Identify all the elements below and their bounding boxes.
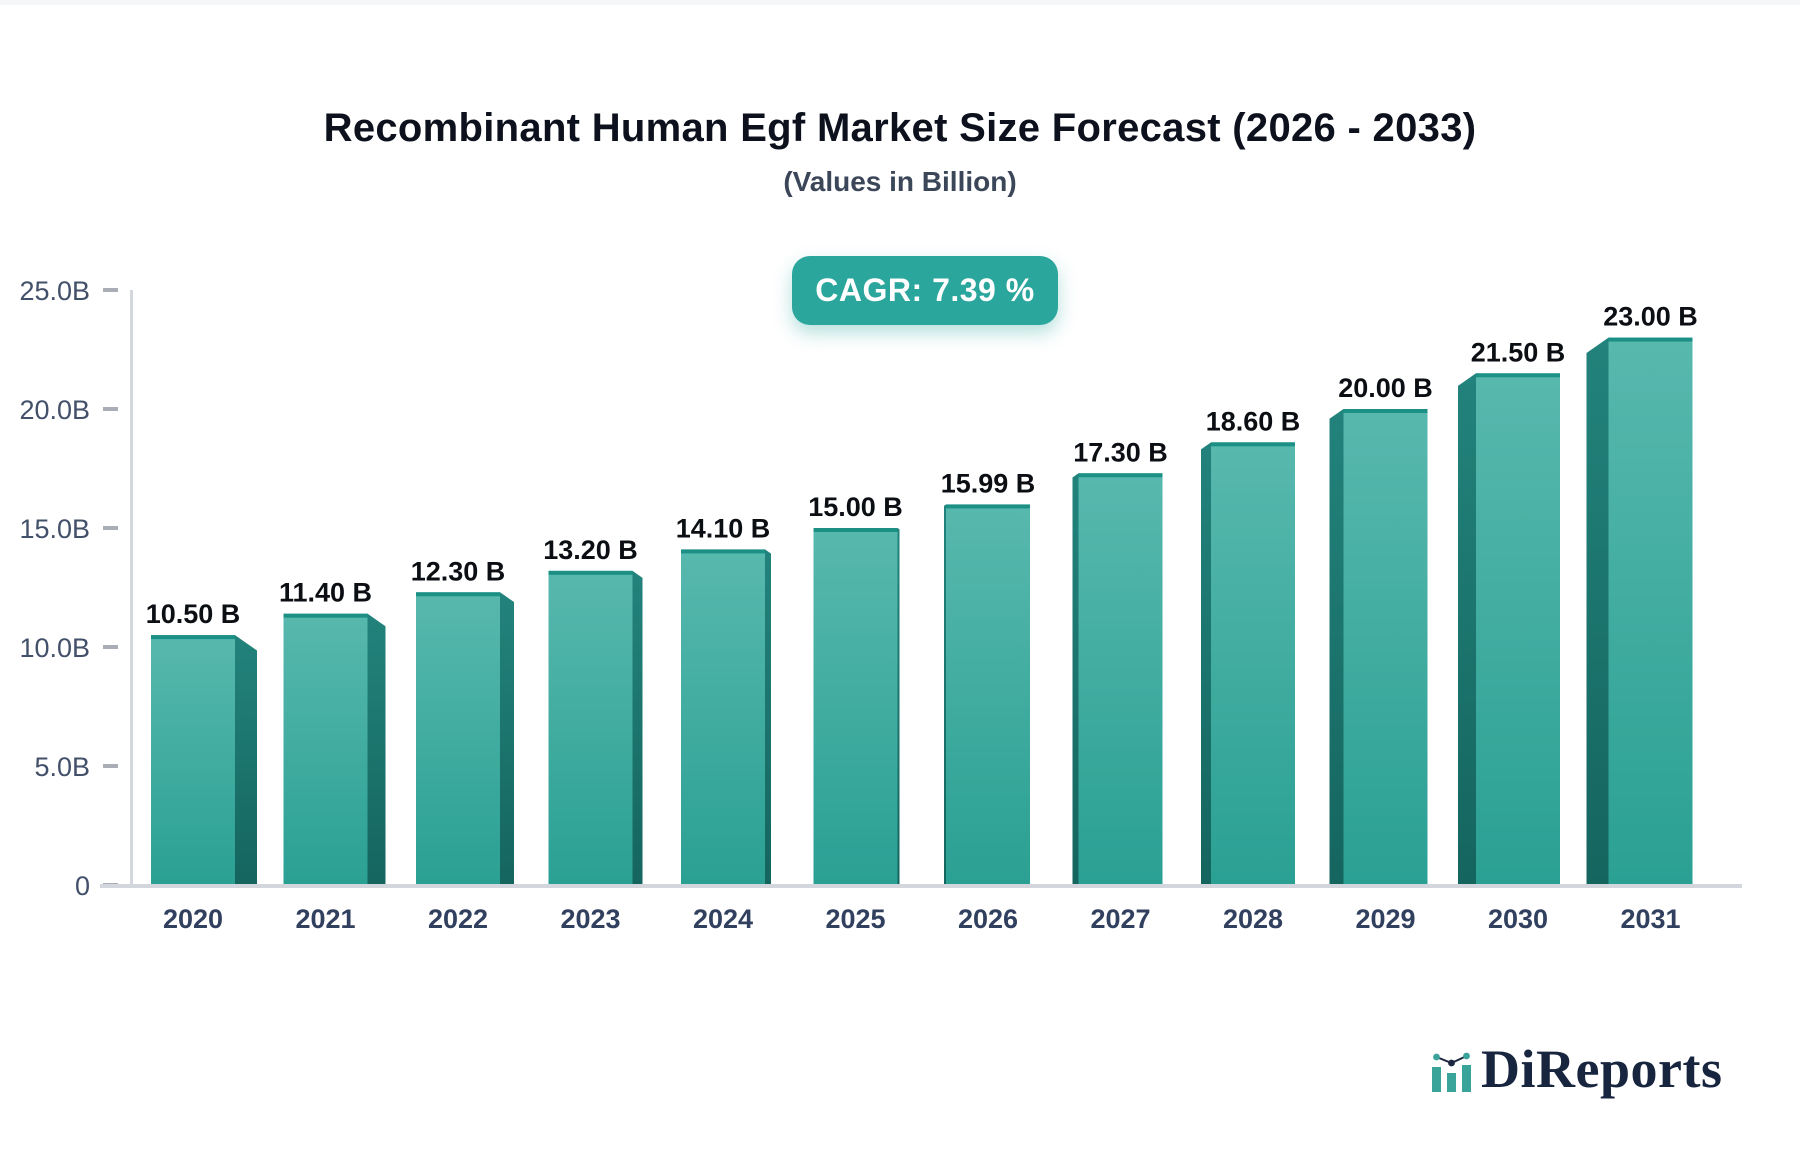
bar-top-edge (416, 592, 500, 597)
bar-value-label: 10.50 B (146, 599, 241, 629)
x-tick-label: 2026 (958, 904, 1018, 934)
cagr-badge: CAGR: 7.39 % (792, 256, 1058, 325)
bar-side-face (1458, 373, 1476, 885)
x-tick-label: 2031 (1620, 904, 1680, 934)
bar-face (946, 504, 1030, 885)
y-tick-label: 20.0B (19, 395, 90, 425)
bar-top-edge (1476, 373, 1560, 378)
x-tick-label: 2024 (693, 904, 753, 934)
bar-2026: 15.99 B (941, 468, 1036, 885)
bar-2028: 18.60 B (1201, 406, 1300, 885)
bar-value-label: 18.60 B (1206, 406, 1301, 436)
bar-top-edge (1608, 337, 1693, 342)
bar-side-face (235, 635, 257, 885)
bar-side-face (367, 613, 386, 885)
bar-2027: 17.30 B (1072, 437, 1168, 885)
bar-top-edge (946, 504, 1030, 509)
x-tick-label: 2027 (1090, 904, 1150, 934)
y-tick-label: 25.0B (19, 276, 90, 306)
bar-top-edge (548, 570, 633, 575)
bar-side-face (944, 504, 946, 885)
bar-2030: 21.50 B (1458, 337, 1565, 885)
bar-value-label: 20.00 B (1338, 373, 1433, 403)
bar-top-edge (1343, 409, 1428, 413)
x-tick-label: 2025 (825, 904, 885, 934)
x-tick-label: 2022 (428, 904, 488, 934)
bar-value-label: 11.40 B (279, 578, 372, 608)
bar-face (1211, 442, 1295, 885)
bar-2025: 15.00 B (808, 492, 903, 885)
x-tick-label: 2029 (1355, 904, 1415, 934)
bar-face (1343, 409, 1428, 885)
bar-face (416, 592, 500, 885)
bar-face (1476, 373, 1560, 885)
bar-top-edge (681, 549, 765, 554)
chart-subtitle: (Values in Billion) (783, 166, 1017, 197)
bar-2031: 23.00 B (1586, 302, 1698, 886)
bar-value-label: 17.30 B (1073, 437, 1168, 467)
bar-2029: 20.00 B (1329, 373, 1433, 885)
bar-face (283, 613, 368, 885)
bar-value-label: 15.99 B (941, 468, 1036, 498)
brand-logo-text: DiReports (1481, 1039, 1723, 1099)
y-tick-label: 15.0B (19, 514, 90, 544)
bar-2021: 11.40 B (279, 578, 386, 885)
bar-face (1608, 337, 1693, 886)
x-tick-label: 2021 (295, 904, 355, 934)
y-tick-label: 0 (75, 871, 90, 901)
bar-face (1078, 473, 1163, 885)
bar-value-label: 13.20 B (543, 535, 638, 565)
bar-value-label: 21.50 B (1471, 337, 1566, 367)
bar-value-label: 12.30 B (411, 556, 506, 586)
bar-face (548, 570, 633, 885)
mini-bar-chart-icon (1432, 1052, 1471, 1092)
bar-side-face (1586, 337, 1609, 886)
bar-2023: 13.20 B (543, 535, 643, 885)
bar-top-edge (1211, 442, 1295, 447)
bar-top-edge (283, 613, 368, 618)
y-tick-label: 5.0B (34, 752, 90, 782)
bar-value-label: 14.10 B (676, 513, 771, 543)
bar-value-label: 23.00 B (1603, 302, 1698, 332)
bar-face (151, 635, 235, 885)
bar-side-face (1201, 442, 1211, 885)
x-tick-label: 2030 (1488, 904, 1548, 934)
bar-2024: 14.10 B (676, 513, 771, 885)
bar-side-face (500, 592, 514, 885)
bar-2020: 10.50 B (146, 599, 257, 885)
bar-side-face (897, 528, 900, 885)
bar-side-face (1329, 409, 1344, 885)
x-tick-label: 2023 (560, 904, 620, 934)
page-edge-strip (0, 0, 1800, 5)
bar-top-edge (1078, 473, 1163, 478)
bar-side-face (765, 549, 771, 885)
brand-logo: DiReports (1430, 1036, 1722, 1096)
bar-side-face (1072, 473, 1079, 885)
x-tick-label: 2028 (1223, 904, 1283, 934)
y-tick-label: 10.0B (19, 633, 90, 663)
bar-face (813, 528, 898, 885)
bar-2022: 12.30 B (411, 556, 514, 885)
bar-top-edge (151, 635, 235, 640)
x-tick-label: 2020 (163, 904, 223, 934)
chart-title: Recombinant Human Egf Market Size Foreca… (323, 106, 1477, 150)
bar-top-edge (813, 528, 898, 532)
bar-face (681, 549, 765, 885)
bar-value-label: 15.00 B (808, 492, 903, 522)
bar-side-face (632, 570, 643, 885)
